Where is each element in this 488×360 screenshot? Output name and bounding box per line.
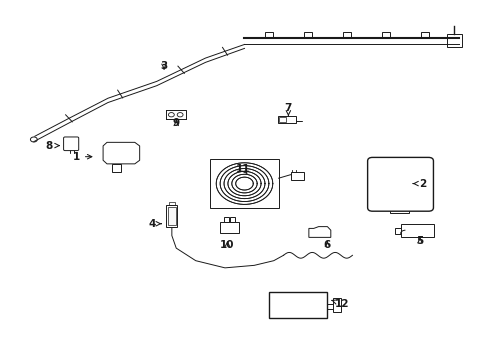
Text: 3: 3 [160, 61, 167, 71]
Bar [210, 159, 278, 208]
Text: 4: 4 [148, 219, 161, 229]
Bar [168, 202, 174, 205]
Bar [309, 297, 324, 315]
Text: 5: 5 [416, 236, 423, 246]
Bar [420, 32, 428, 39]
Circle shape [415, 167, 421, 171]
Text: 11: 11 [236, 164, 250, 174]
Bar [381, 32, 389, 39]
Bar [290, 172, 304, 180]
Bar [107, 146, 129, 160]
Polygon shape [103, 142, 140, 164]
Bar [112, 164, 121, 172]
Bar [229, 217, 234, 222]
Bar [220, 222, 238, 233]
Bar [394, 228, 400, 234]
Text: 8: 8 [46, 140, 59, 150]
Bar [389, 207, 408, 213]
Polygon shape [308, 226, 330, 237]
Bar [224, 217, 228, 222]
Bar [400, 225, 433, 237]
Bar [278, 117, 286, 122]
Bar [264, 32, 272, 39]
Bar [332, 298, 340, 312]
Text: 10: 10 [220, 240, 234, 250]
Bar [268, 292, 327, 318]
Text: 7: 7 [284, 103, 291, 116]
Text: 1: 1 [73, 152, 92, 162]
Bar [304, 32, 311, 39]
Text: 6: 6 [323, 240, 330, 250]
Bar [277, 116, 296, 123]
Bar [167, 207, 175, 225]
FancyBboxPatch shape [367, 157, 432, 211]
FancyBboxPatch shape [63, 137, 79, 150]
Text: 12: 12 [331, 299, 348, 309]
Bar [446, 34, 462, 47]
Text: 9: 9 [172, 118, 180, 128]
Bar [342, 32, 350, 39]
Bar [166, 205, 177, 226]
Text: 2: 2 [412, 179, 425, 189]
